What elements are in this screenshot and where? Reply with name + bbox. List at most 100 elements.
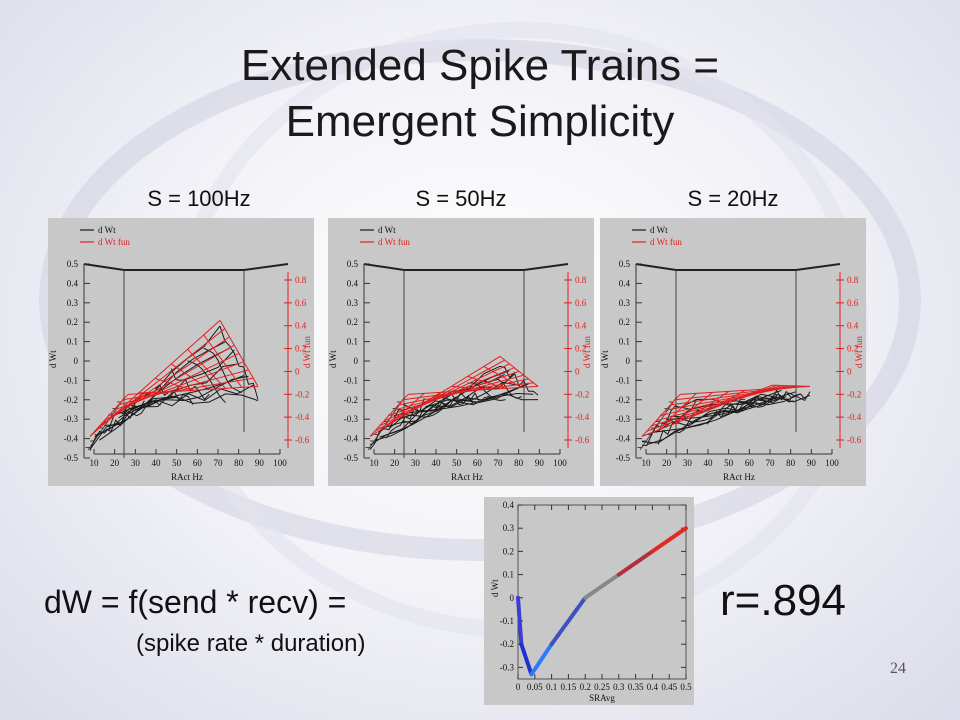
y-axis-label: d Wt	[48, 350, 58, 368]
chart-line-segment	[516, 595, 524, 647]
legend-dwt: d Wt	[650, 225, 668, 235]
chart-y-tick: 0.1	[503, 570, 514, 580]
chart-x-tick: 0.3	[613, 682, 625, 692]
right-tick: 0.6	[847, 298, 859, 308]
chart-x-label: SRAvg	[589, 693, 615, 703]
left-tick: 0.1	[347, 337, 358, 347]
y-axis-label: d Wt	[328, 350, 338, 368]
surface-plot-20hz: d Wt d Wt fun 0.5 0.4 0.3 0.2 0.1 0 -0.1 -0.2 -0.3…	[600, 218, 866, 486]
right-tick: 0.6	[295, 298, 307, 308]
left-tick: -0.2	[64, 395, 78, 405]
right-tick: 0.4	[847, 321, 859, 331]
left-tick: 0	[354, 356, 359, 366]
x-tick: 50	[724, 458, 734, 468]
chart-x-tick: 0.25	[594, 682, 610, 692]
left-tick: 0.2	[619, 317, 630, 327]
chart-line-segment	[650, 526, 688, 554]
page-number: 24	[890, 660, 906, 677]
right-tick: 0	[847, 366, 852, 376]
left-tick: 0.5	[619, 259, 631, 269]
right-tick: -0.2	[575, 389, 589, 399]
x-tick: 40	[432, 458, 442, 468]
left-tick: -0.4	[344, 434, 359, 444]
correlation-value: r=.894	[720, 576, 846, 625]
right-tick: -0.4	[295, 412, 310, 422]
surface-plot-100hz: d Wt d Wt fun 0.5 0.4 0.3 0.2 0.1 0 -0.1 -0.2 -0.3…	[48, 218, 314, 486]
x-tick: 100	[553, 458, 567, 468]
x-tick: 30	[131, 458, 141, 468]
panel-label-100hz: S = 100Hz	[147, 186, 251, 211]
left-tick: -0.1	[344, 375, 358, 385]
x-axis-label: RAct Hz	[451, 472, 483, 482]
left-tick: -0.4	[64, 434, 79, 444]
slide-title-line2: Emergent Simplicity	[285, 97, 675, 146]
chart-y-tick: 0.2	[503, 546, 514, 556]
x-tick: 70	[494, 458, 504, 468]
right-axis-label: d Wt fun	[302, 336, 312, 368]
chart-line-segment	[529, 642, 554, 677]
chart-x-tick: 0.15	[561, 682, 577, 692]
left-tick: -0.3	[616, 414, 631, 424]
x-tick: 10	[90, 458, 100, 468]
right-tick: 0.8	[295, 275, 307, 285]
right-tick: 0.2	[575, 344, 586, 354]
formula-line1: dW = f(send * recv) =	[44, 584, 347, 620]
legend-dwt: d Wt	[98, 225, 116, 235]
left-tick: -0.1	[616, 375, 630, 385]
srav-line-chart: 0.4 0.3 0.2 0.1 0 -0.1 -0.2 -0.3 0 0.05 0.1 0.15 0.2…	[484, 497, 694, 705]
left-tick: 0.4	[347, 278, 359, 288]
x-tick: 70	[766, 458, 776, 468]
left-tick: 0	[626, 356, 631, 366]
x-tick: 60	[745, 458, 755, 468]
x-tick: 80	[234, 458, 244, 468]
chart-y-tick: -0.2	[500, 639, 514, 649]
x-tick: 30	[411, 458, 421, 468]
x-tick: 100	[273, 458, 287, 468]
slide-title-line1: Extended Spike Trains =	[240, 41, 720, 90]
x-tick: 70	[214, 458, 224, 468]
left-tick: 0.2	[67, 317, 78, 327]
panel-label-20hz: S = 20Hz	[687, 186, 779, 211]
right-axis-label: d Wt fun	[854, 336, 864, 368]
x-tick: 10	[642, 458, 652, 468]
legend-dwt: d Wt	[378, 225, 396, 235]
chart-y-label: d Wt	[490, 579, 500, 597]
y-axis-label: d Wt	[600, 350, 610, 368]
chart-line-segment	[616, 549, 655, 577]
chart-x-tick: 0	[516, 682, 521, 692]
panel-label-50hz: S = 50Hz	[415, 186, 507, 211]
x-tick: 20	[110, 458, 120, 468]
chart-x-tick: 0.2	[580, 682, 591, 692]
right-tick: -0.2	[295, 389, 309, 399]
left-tick: -0.5	[616, 453, 631, 463]
right-tick: 0	[295, 366, 300, 376]
right-axis-label: d Wt fun	[582, 336, 592, 368]
formula-line2: (spike rate * duration)	[136, 630, 366, 657]
left-tick: 0.1	[619, 337, 630, 347]
left-tick: 0.5	[347, 259, 359, 269]
right-tick: -0.6	[847, 435, 862, 445]
chart-line-segment	[583, 572, 621, 600]
right-tick: 0.2	[847, 344, 858, 354]
right-tick: 0.4	[575, 321, 587, 331]
left-tick: -0.5	[64, 453, 79, 463]
x-tick: 50	[452, 458, 462, 468]
chart-x-tick: 0.1	[546, 682, 557, 692]
left-tick: -0.2	[616, 395, 630, 405]
chart-x-tick: 0.35	[628, 682, 644, 692]
right-tick: 0	[575, 366, 580, 376]
x-tick: 80	[786, 458, 796, 468]
left-tick: 0.3	[619, 298, 631, 308]
right-tick: -0.4	[847, 412, 862, 422]
left-tick: -0.2	[344, 395, 358, 405]
right-tick: 0.6	[575, 298, 587, 308]
left-tick: -0.1	[64, 375, 78, 385]
x-tick: 50	[172, 458, 182, 468]
x-tick: 90	[255, 458, 264, 468]
right-tick: 0.4	[295, 321, 307, 331]
chart-y-tick: -0.3	[500, 662, 515, 672]
chart-y-tick: 0.4	[503, 500, 515, 510]
chart-line-segment	[549, 595, 588, 647]
left-tick: 0.4	[67, 278, 79, 288]
right-tick: 0.8	[575, 275, 587, 285]
